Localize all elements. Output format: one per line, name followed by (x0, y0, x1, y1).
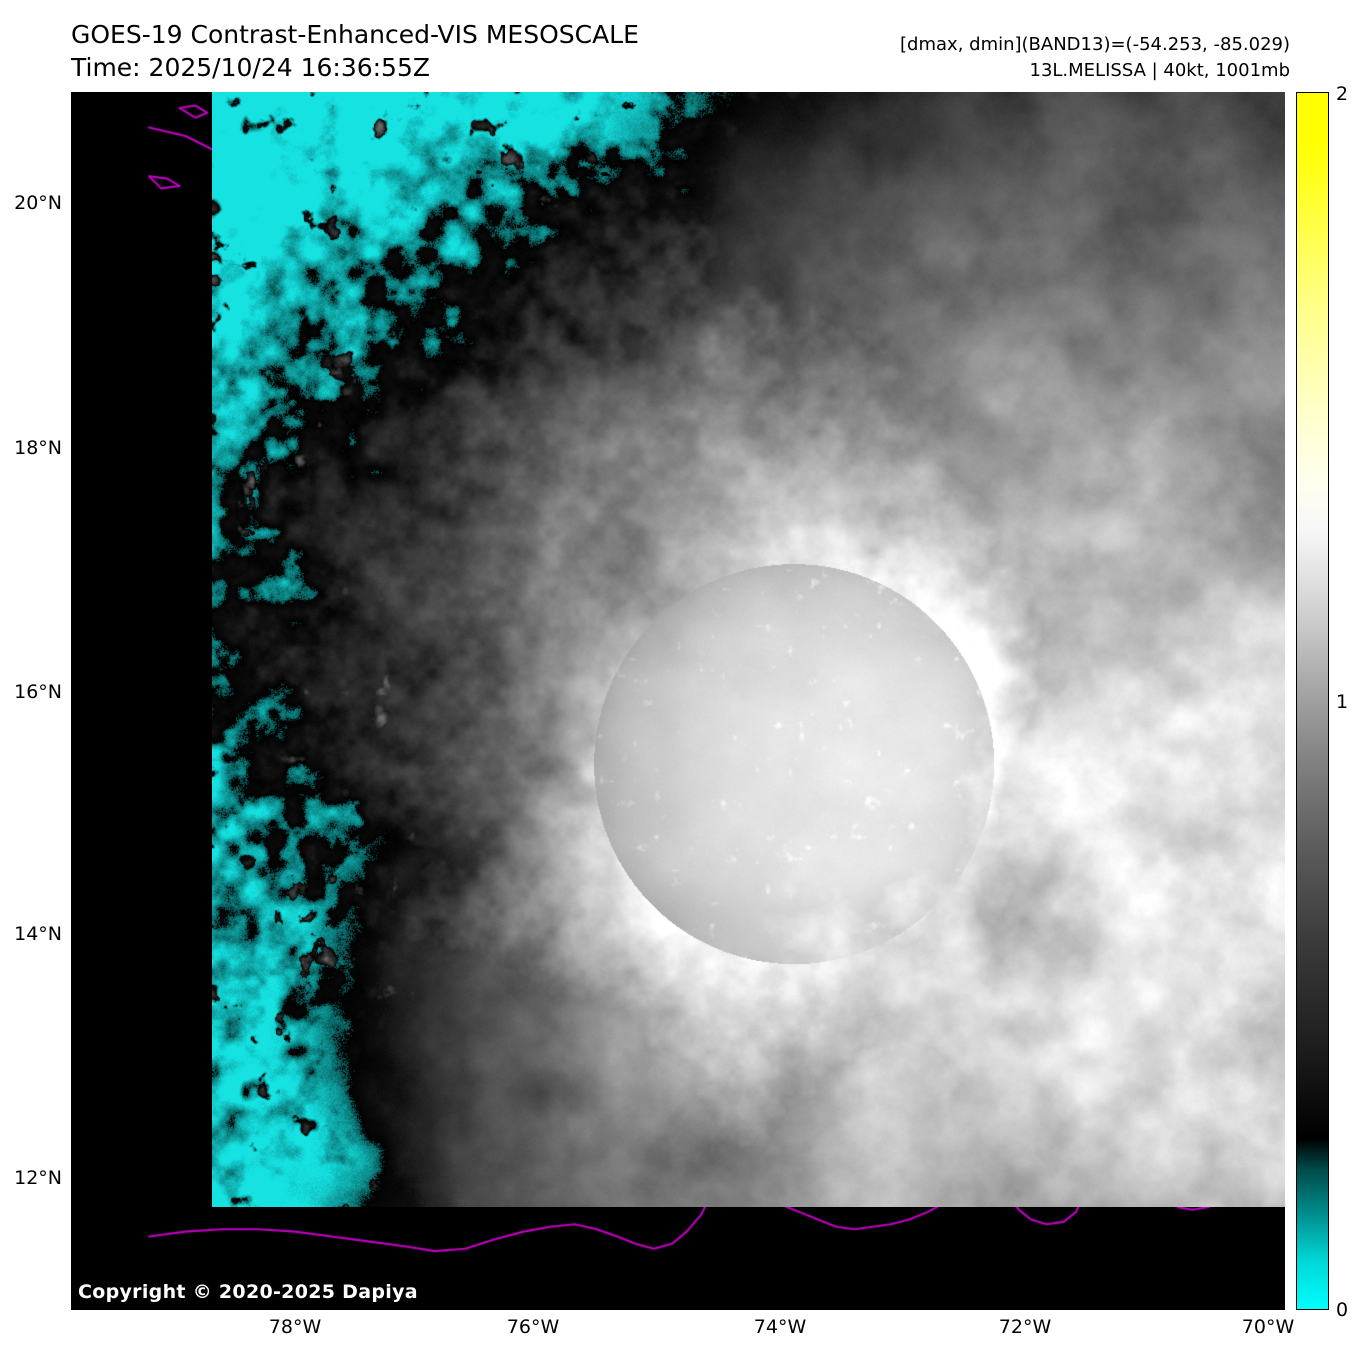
latitude-tick-4: 12°N (14, 1167, 62, 1189)
metadata-block: [dmax, dmin](BAND13)=(-54.253, -85.029) … (900, 32, 1290, 84)
copyright-label: Copyright © 2020-2025 Dapiya (78, 1281, 418, 1303)
satellite-plot-area[interactable] (71, 92, 1285, 1310)
latitude-tick-2: 16°N (14, 681, 62, 703)
page-title: GOES-19 Contrast-Enhanced-VIS MESOSCALE … (71, 18, 639, 84)
metadata-dmax-dmin: [dmax, dmin](BAND13)=(-54.253, -85.029) (900, 34, 1290, 55)
title-line-product: GOES-19 Contrast-Enhanced-VIS MESOSCALE (71, 20, 639, 49)
longitude-tick-1: 76°W (506, 1316, 560, 1338)
colorbar-tick-0: 0 (1336, 1299, 1349, 1321)
title-line-time: Time: 2025/10/24 16:36:55Z (71, 53, 430, 82)
latitude-tick-0: 20°N (14, 192, 62, 214)
longitude-tick-2: 74°W (753, 1316, 807, 1338)
colorbar-tick-2: 2 (1336, 83, 1349, 105)
colorbar (1296, 92, 1329, 1310)
satellite-imagery-canvas (212, 92, 1285, 1207)
latitude-tick-1: 18°N (14, 437, 62, 459)
metadata-storm-info: 13L.MELISSA | 40kt, 1001mb (1029, 60, 1291, 82)
longitude-tick-0: 78°W (268, 1316, 322, 1338)
colorbar-tick-1: 1 (1336, 691, 1349, 713)
satellite-raster (212, 92, 1285, 1207)
longitude-tick-3: 72°W (998, 1316, 1052, 1338)
longitude-tick-4: 70°W (1241, 1316, 1295, 1338)
latitude-tick-3: 14°N (14, 923, 62, 945)
